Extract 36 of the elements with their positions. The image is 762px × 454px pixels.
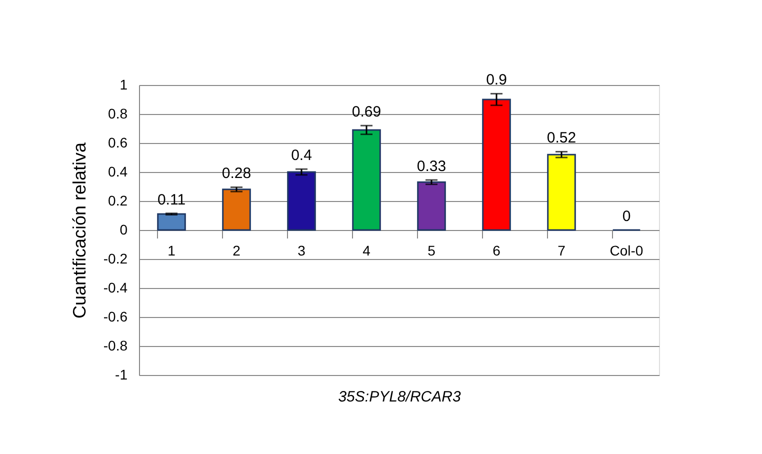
y-tick-label: 0.2 [108, 192, 128, 208]
x-axis-title: 35S:PYL8/RCAR3 [338, 388, 462, 406]
bar [417, 181, 446, 231]
y-tick-label: 0.6 [108, 134, 128, 150]
y-tick-label: -0.4 [103, 280, 128, 296]
x-tick-label: 5 [428, 242, 436, 258]
x-tick-label: 1 [168, 242, 176, 258]
data-label: 0.9 [486, 72, 507, 89]
y-tick-label: 1 [120, 76, 128, 92]
x-tick-label: 3 [298, 242, 306, 258]
y-tick-label: -1 [115, 366, 128, 382]
x-tick-label: 7 [558, 242, 566, 258]
bar [287, 171, 316, 231]
y-axis-title: Cuantificación relativa [69, 141, 90, 319]
bar [222, 188, 251, 231]
data-label: 0.4 [291, 147, 312, 164]
data-label: 0.33 [416, 158, 446, 175]
x-tick-label: 2 [232, 242, 241, 258]
x-tick-label: 4 [362, 242, 371, 258]
data-label: 0.28 [222, 165, 252, 182]
bar [157, 213, 186, 231]
x-tick-label: Col-0 [610, 242, 644, 258]
y-tick-label: 0.8 [108, 106, 128, 122]
data-label: 0.11 [157, 191, 186, 208]
data-label: 0.52 [546, 130, 576, 147]
y-tick-label: -0.6 [103, 308, 128, 324]
data-label: 0 [622, 208, 631, 225]
y-tick-label: -0.8 [103, 338, 128, 354]
y-tick-label: 0 [120, 222, 128, 238]
x-tick-label: 6 [492, 242, 501, 258]
y-tick-label: -0.2 [103, 250, 128, 266]
bar [352, 129, 381, 231]
bar [482, 98, 511, 231]
bar [547, 154, 576, 231]
data-label: 0.69 [352, 104, 382, 121]
y-tick-label: 0.4 [108, 164, 128, 180]
